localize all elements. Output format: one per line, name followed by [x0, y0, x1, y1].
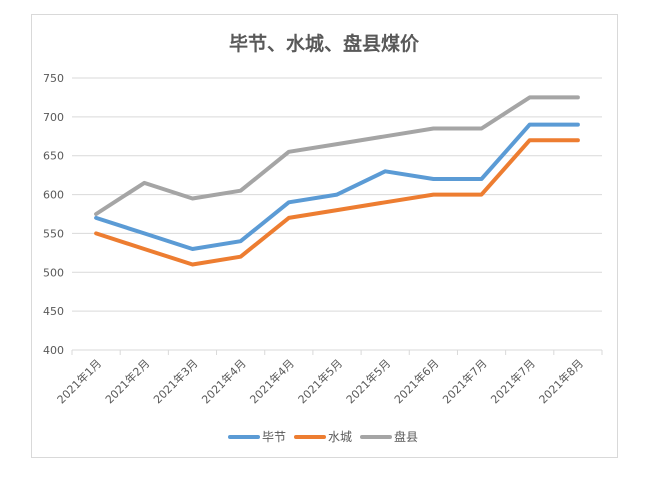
x-tick-label: 2021年5月	[295, 356, 345, 406]
gridlines	[72, 77, 602, 351]
chart-frame	[31, 14, 618, 458]
legend-item: 毕节	[228, 430, 286, 444]
x-tick-label: 2021年5月	[343, 356, 393, 406]
y-tick-label: 500	[43, 266, 64, 279]
x-axis: 2021年1月2021年2月2021年3月2021年4月2021年4月2021年…	[54, 349, 603, 406]
x-tick-label: 2021年4月	[247, 356, 297, 406]
y-tick-label: 600	[43, 189, 64, 202]
legend: 毕节 水城 盘县	[228, 429, 418, 444]
y-tick-label: 650	[43, 150, 64, 163]
legend-item: 水城	[294, 430, 352, 444]
x-tick-label: 2021年7月	[488, 356, 538, 406]
y-tick-label: 450	[43, 305, 64, 318]
chart-title: 毕节、水城、盘县煤价	[229, 32, 420, 55]
legend-label: 水城	[328, 430, 352, 444]
legend-label: 盘县	[394, 429, 418, 444]
x-tick-label: 2021年6月	[391, 356, 441, 406]
series-lines	[94, 95, 580, 267]
y-axis-ticks: 400 450 500 550 600 650 700 750	[43, 72, 64, 357]
x-tick-label: 2021年1月	[54, 356, 104, 406]
legend-item: 盘县	[360, 429, 418, 444]
x-tick-label: 2021年8月	[536, 356, 586, 406]
x-tick-label: 2021年3月	[150, 356, 200, 406]
series-line-1	[94, 122, 580, 251]
y-tick-label: 400	[43, 344, 64, 357]
x-tick-label: 2021年2月	[102, 356, 152, 406]
series-line-2	[94, 138, 580, 267]
x-tick-label: 2021年7月	[439, 356, 489, 406]
y-tick-label: 700	[43, 111, 64, 124]
x-tick-label: 2021年4月	[199, 356, 249, 406]
y-tick-label: 750	[43, 72, 64, 85]
series-line-3	[94, 95, 580, 216]
legend-label: 毕节	[262, 430, 286, 444]
y-tick-label: 550	[43, 227, 64, 240]
